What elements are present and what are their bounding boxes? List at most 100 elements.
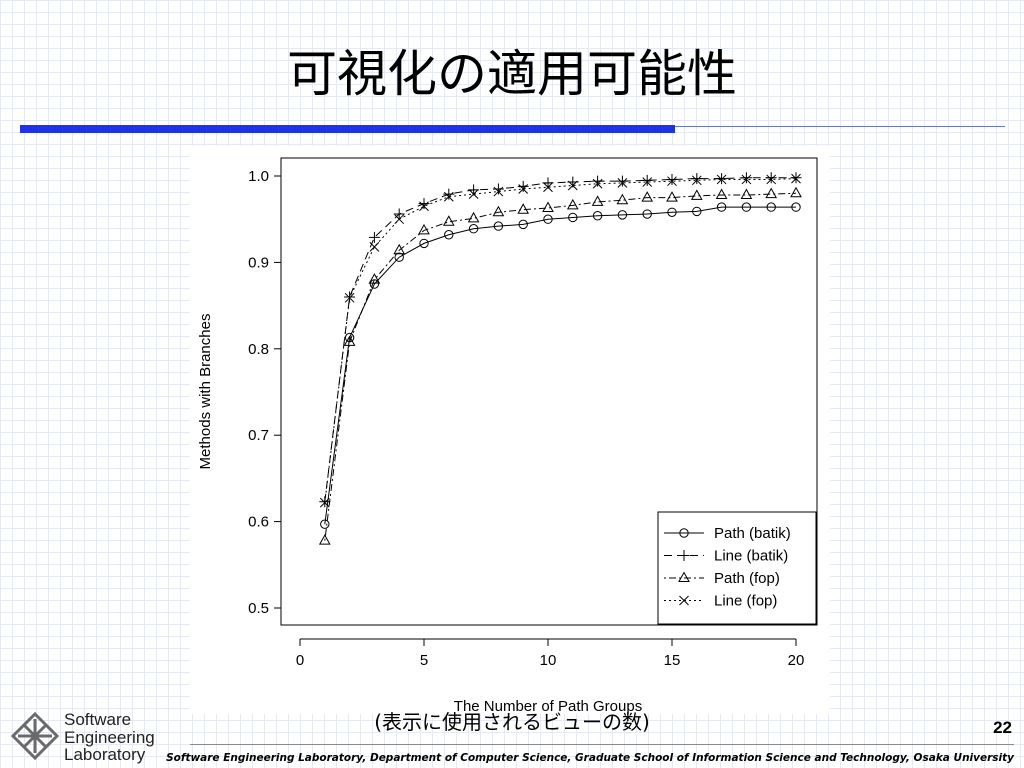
data-point <box>419 201 429 212</box>
data-point <box>616 193 629 205</box>
data-point <box>493 221 504 231</box>
data-point <box>790 186 802 198</box>
data-point <box>617 210 628 220</box>
data-point <box>567 180 578 191</box>
data-point <box>543 182 553 193</box>
data-point <box>517 203 530 214</box>
legend-label: Line (fop) <box>714 593 777 610</box>
legend-marker <box>678 550 690 561</box>
y-tick-label: 0.7 <box>248 427 269 444</box>
legend-label: Line (batik) <box>714 548 788 565</box>
data-point <box>418 198 430 210</box>
data-point <box>641 191 654 202</box>
data-point <box>766 174 777 185</box>
lab-logo: Software Engineering Laboratory <box>10 711 180 765</box>
data-point <box>691 173 703 185</box>
data-point <box>443 188 455 200</box>
line-chart: 0.5 0.6 0.7 0.8 0.9 1.0 0 5 10 15 20 The Number of … <box>197 157 818 714</box>
data-point <box>394 214 405 225</box>
data-point <box>320 519 330 529</box>
data-point <box>667 207 677 217</box>
data-point <box>492 183 504 195</box>
data-point <box>418 223 430 235</box>
data-point <box>393 243 406 255</box>
data-point <box>592 175 604 187</box>
data-point <box>419 238 429 249</box>
data-point <box>368 231 380 243</box>
data-point <box>518 184 529 194</box>
data-point <box>740 188 753 200</box>
data-point <box>344 291 356 303</box>
data-point <box>442 215 455 226</box>
footer-divider <box>190 744 1014 745</box>
data-point <box>318 534 331 545</box>
series-line-3 <box>324 178 797 503</box>
data-point <box>765 172 777 184</box>
logo-line-2: Engineering <box>64 727 155 747</box>
x-tick-label: 0 <box>296 652 304 669</box>
data-point <box>368 273 381 284</box>
data-point <box>716 202 727 212</box>
data-point <box>518 219 528 230</box>
lab-logo-text: Software Engineering Laboratory <box>64 711 155 764</box>
data-point <box>343 335 356 346</box>
data-point <box>568 212 578 223</box>
data-point <box>667 176 677 187</box>
data-point <box>468 224 479 234</box>
y-tick-label: 0.5 <box>248 600 269 617</box>
legend-marker <box>679 528 689 538</box>
legend-label: Path (batik) <box>714 525 791 542</box>
legend-box <box>657 511 817 625</box>
data-point <box>790 172 802 184</box>
data-point <box>617 178 628 188</box>
y-axis-title: Methods with Branches <box>197 314 214 470</box>
y-tick-label: 0.6 <box>248 514 269 531</box>
lab-logo-icon <box>10 711 60 761</box>
legend-marker <box>678 571 690 582</box>
data-point <box>715 188 728 200</box>
data-point <box>791 202 801 212</box>
x-axis-title: The Number of Path Groups <box>454 698 642 714</box>
data-point <box>592 211 603 221</box>
footer-text: Software Engineering Laboratory, Departm… <box>166 752 1014 764</box>
data-point <box>642 209 652 219</box>
logo-line-1: Software <box>64 710 132 729</box>
legend-marker <box>679 595 689 606</box>
data-point <box>468 189 479 199</box>
data-point <box>542 201 554 212</box>
y-tick-label: 1.0 <box>248 168 269 185</box>
data-point <box>543 214 553 224</box>
data-point <box>765 187 778 199</box>
data-point <box>740 172 752 184</box>
y-tick-label: 0.9 <box>248 254 269 271</box>
data-point <box>716 174 727 185</box>
data-point <box>467 211 480 223</box>
data-point <box>616 175 628 187</box>
data-point <box>369 279 380 289</box>
data-point <box>566 198 579 210</box>
data-point <box>666 173 678 185</box>
data-point <box>369 241 380 252</box>
data-point <box>642 177 653 187</box>
title-underline-bar <box>20 125 675 133</box>
data-point <box>692 206 702 217</box>
data-point <box>394 252 404 262</box>
x-tick-label: 5 <box>420 652 428 669</box>
data-point <box>741 202 752 212</box>
data-point <box>690 189 703 200</box>
series-line-2 <box>324 192 797 541</box>
x-tick-label: 15 <box>664 652 681 669</box>
data-point <box>591 195 604 206</box>
series-line-1 <box>324 177 796 502</box>
data-point <box>344 292 355 303</box>
data-point <box>691 175 702 186</box>
x-tick-label: 10 <box>540 652 557 669</box>
data-point <box>766 202 776 212</box>
data-point <box>666 191 678 202</box>
data-point <box>493 186 504 197</box>
y-tick-label: 0.8 <box>248 341 269 358</box>
plot-frame <box>280 157 818 626</box>
x-tick-label: 20 <box>788 652 805 669</box>
data-point <box>443 191 454 202</box>
legend-label: Path (fop) <box>714 570 780 587</box>
